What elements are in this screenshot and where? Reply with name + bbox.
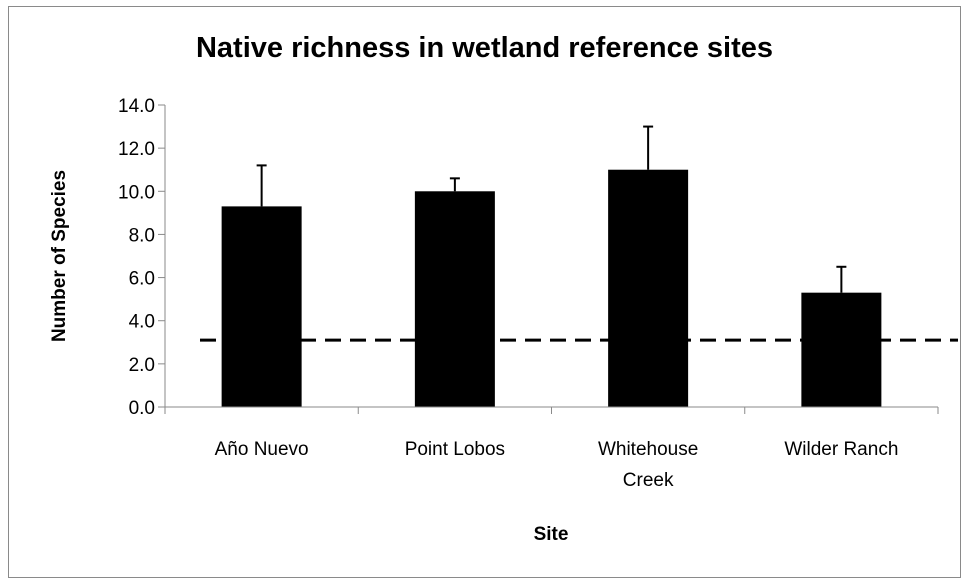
y-tick-label: 4.0 [129, 312, 155, 333]
x-axis-label: Site [533, 524, 569, 545]
y-tick-label: 0.0 [129, 398, 155, 419]
bar [221, 206, 302, 407]
y-tick-label: 10.0 [118, 182, 155, 203]
y-tick-label: 8.0 [129, 225, 155, 246]
y-tick-label: 2.0 [129, 355, 155, 376]
y-tick-label: 12.0 [118, 139, 155, 160]
x-tick-label: Point Lobos [405, 439, 505, 460]
x-tick-label: Whitehouse Creek [598, 439, 698, 491]
x-tick-label: Wilder Ranch [784, 439, 898, 460]
bar [414, 191, 495, 407]
y-tick-label: 6.0 [129, 269, 155, 290]
y-tick-label: 14.0 [118, 96, 155, 117]
bar [801, 292, 882, 407]
chart-title: Native richness in wetland reference sit… [195, 32, 774, 64]
bar [608, 169, 689, 407]
x-tick-label: Año Nuevo [215, 439, 309, 460]
